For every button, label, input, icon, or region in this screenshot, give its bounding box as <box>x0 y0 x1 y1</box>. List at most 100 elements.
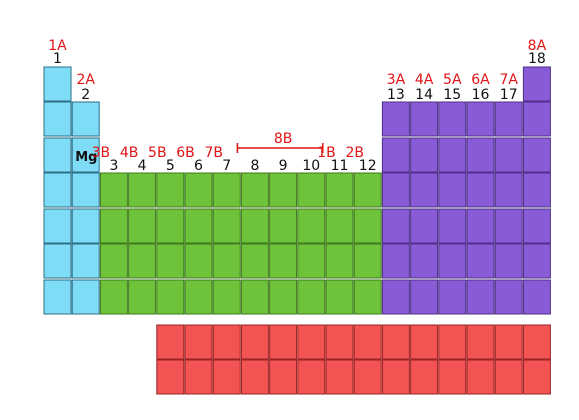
cell-d-block <box>128 243 157 279</box>
cell-p-block <box>522 66 551 102</box>
cell-s-block <box>43 101 72 137</box>
cell-p-block <box>466 101 495 137</box>
cell-d-block <box>212 243 241 279</box>
cell-d-block <box>297 172 326 208</box>
cell-f-block <box>353 359 382 395</box>
cell-p-block <box>410 208 439 244</box>
group-number: 5 <box>166 158 175 174</box>
cell-d-block <box>325 172 354 208</box>
cell-d-block <box>99 172 128 208</box>
group-label-8b: 8B <box>274 131 293 147</box>
cell-s-block <box>43 172 72 208</box>
cell-f-block <box>212 324 241 360</box>
group-label: 7B <box>204 145 223 161</box>
cell-p-block <box>494 172 523 208</box>
group-number: 7 <box>222 158 231 174</box>
cell-f-block <box>212 359 241 395</box>
cell-p-block <box>522 101 551 137</box>
cell-p-block <box>466 279 495 315</box>
group-number: 17 <box>500 87 518 103</box>
cell-p-block <box>466 137 495 173</box>
cell-d-block <box>99 208 128 244</box>
cell-f-block <box>184 359 213 395</box>
cell-d-block <box>325 279 354 315</box>
cell-d-block <box>128 208 157 244</box>
cell-s-block <box>71 172 100 208</box>
cell-d-block <box>240 172 269 208</box>
cell-d-block <box>269 208 298 244</box>
group-label: 2A <box>76 72 95 88</box>
cell-p-block <box>522 137 551 173</box>
group-label: 2B <box>345 145 364 161</box>
cell-s-block <box>71 208 100 244</box>
cell-p-block <box>522 172 551 208</box>
cell-s-block <box>43 66 72 102</box>
cell-p-block <box>494 208 523 244</box>
cell-f-block <box>269 324 298 360</box>
group-label: 4A <box>415 72 434 88</box>
cell-p-block <box>381 279 410 315</box>
cell-p-block <box>466 172 495 208</box>
cell-p-block <box>438 172 467 208</box>
cell-f-block <box>156 359 185 395</box>
cell-s-block <box>43 279 72 315</box>
cell-d-block <box>99 279 128 315</box>
group-number: 10 <box>302 158 320 174</box>
group-number: 14 <box>415 87 433 103</box>
cell-p-block <box>438 101 467 137</box>
group-label: 1B <box>317 145 336 161</box>
cell-p-block <box>410 243 439 279</box>
cell-d-block <box>156 172 185 208</box>
cell-d-block <box>212 279 241 315</box>
cell-p-block <box>466 208 495 244</box>
cell-p-block <box>381 101 410 137</box>
cell-f-block <box>410 359 439 395</box>
cell-d-block <box>353 172 382 208</box>
cell-s-block <box>43 208 72 244</box>
cell-f-block <box>240 359 269 395</box>
cell-p-block <box>438 208 467 244</box>
cell-p-block <box>466 243 495 279</box>
cell-p-block <box>410 101 439 137</box>
cell-f-block <box>494 359 523 395</box>
cell-p-block <box>494 279 523 315</box>
cell-d-block <box>240 243 269 279</box>
cell-d-block <box>297 208 326 244</box>
cell-f-block <box>184 324 213 360</box>
cell-f-block <box>381 324 410 360</box>
cell-d-block <box>184 208 213 244</box>
cell-s-block <box>71 243 100 279</box>
cell-p-block <box>494 101 523 137</box>
cell-s-block <box>43 243 72 279</box>
cell-d-block <box>297 279 326 315</box>
cell-d-block <box>269 172 298 208</box>
cell-f-block <box>240 324 269 360</box>
cell-p-block <box>438 243 467 279</box>
group-number: 4 <box>138 158 147 174</box>
cell-d-block <box>269 243 298 279</box>
cell-f-block <box>410 324 439 360</box>
cell-f-block <box>269 359 298 395</box>
cell-d-block <box>99 243 128 279</box>
cell-p-block <box>410 137 439 173</box>
cell-d-block <box>353 243 382 279</box>
cell-s-block <box>71 137 100 173</box>
cell-f-block <box>381 359 410 395</box>
cell-p-block <box>381 172 410 208</box>
group-number: 6 <box>194 158 203 174</box>
cell-s-block <box>43 137 72 173</box>
group-label: 6B <box>176 145 195 161</box>
group-number: 11 <box>331 158 349 174</box>
cell-d-block <box>184 172 213 208</box>
cell-p-block <box>381 137 410 173</box>
cell-f-block <box>325 359 354 395</box>
cell-f-block <box>466 324 495 360</box>
group-number: 16 <box>472 87 490 103</box>
cell-d-block <box>128 172 157 208</box>
cell-f-block <box>325 324 354 360</box>
group-label: 3B <box>92 145 111 161</box>
group-number: 3 <box>109 158 118 174</box>
cell-f-block <box>522 359 551 395</box>
